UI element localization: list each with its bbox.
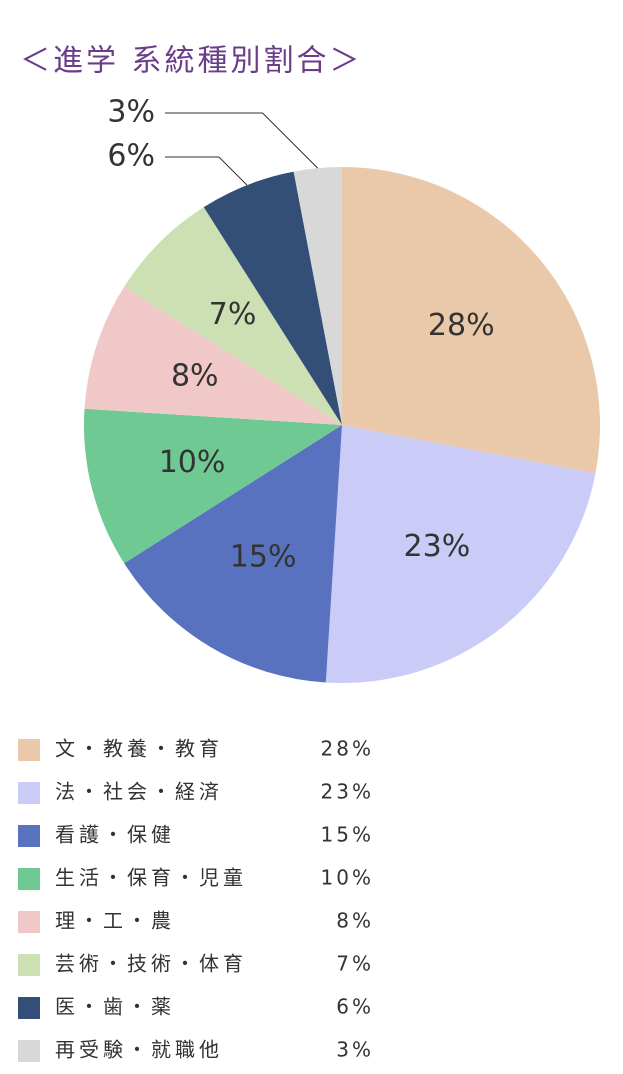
pie-slice	[84, 286, 343, 425]
legend-value: 23%	[321, 780, 374, 804]
legend-swatch	[18, 1040, 40, 1062]
leader-line	[165, 112, 319, 169]
pie-slice	[325, 425, 596, 684]
pie-slice	[124, 207, 343, 425]
pie-slice	[293, 167, 342, 425]
legend-label: 再受験・就職他	[55, 1038, 223, 1062]
legend-label: 医・歯・薬	[55, 995, 175, 1019]
slice-label: 10%	[159, 445, 226, 480]
legend-label: 生活・保育・児童	[55, 866, 247, 890]
legend-label: 芸術・技術・体育	[55, 952, 247, 976]
legend-value: 8%	[336, 909, 374, 933]
legend-value: 7%	[336, 952, 374, 976]
slice-label: 6%	[107, 139, 155, 174]
legend-label: 文・教養・教育	[55, 737, 223, 761]
legend-swatch	[18, 954, 40, 976]
legend-swatch	[18, 868, 40, 890]
legend-swatch	[18, 825, 40, 847]
pie-slice	[203, 171, 342, 425]
slice-label: 23%	[404, 529, 471, 564]
slice-label: 8%	[171, 359, 219, 394]
pie-slice	[124, 425, 343, 683]
chart-title: ＜進学 系統種別割合＞	[20, 44, 363, 79]
legend-swatch	[18, 739, 40, 761]
legend-label: 法・社会・経済	[55, 780, 223, 804]
legend-value: 10%	[321, 866, 374, 890]
legend-value: 3%	[336, 1038, 374, 1062]
legend-swatch	[18, 997, 40, 1019]
slice-label: 7%	[209, 297, 257, 332]
legend-label: 看護・保健	[55, 823, 175, 847]
pie-slice	[342, 167, 600, 474]
pie-slice	[84, 408, 342, 564]
legend-swatch	[18, 782, 40, 804]
slice-label: 3%	[107, 95, 155, 130]
legend-value: 6%	[336, 995, 374, 1019]
legend-label: 理・工・農	[55, 909, 175, 933]
leader-line	[165, 156, 248, 186]
legend-swatch	[18, 911, 40, 933]
legend-value: 28%	[321, 737, 374, 761]
slice-label: 28%	[428, 308, 495, 343]
legend-value: 15%	[321, 823, 374, 847]
slice-label: 15%	[230, 540, 297, 575]
